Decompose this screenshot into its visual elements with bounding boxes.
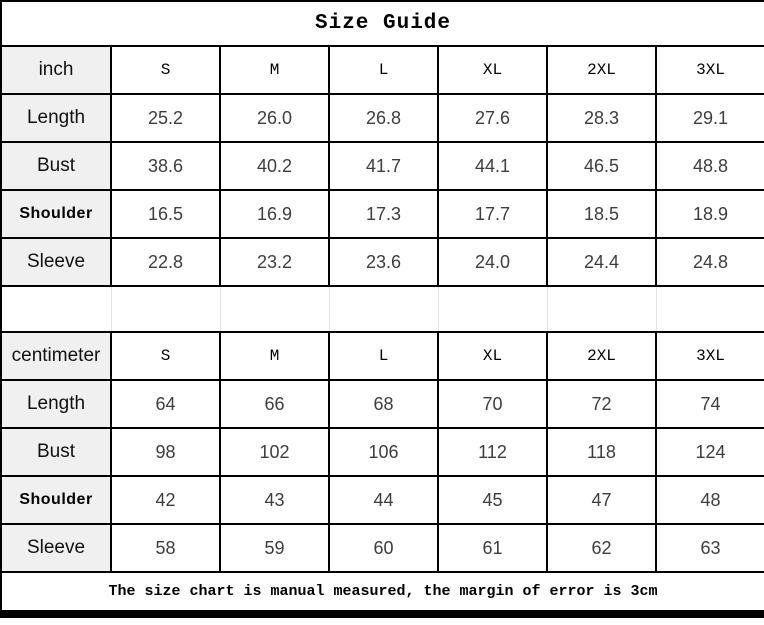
column-header-3xl: 3XL bbox=[655, 331, 764, 381]
unit-label-centimeter: centimeter bbox=[0, 331, 112, 381]
column-header-xl: XL bbox=[437, 331, 548, 381]
cell-value: 44.1 bbox=[437, 141, 548, 191]
cell-value: 62 bbox=[546, 523, 657, 573]
row-label-sleeve: Sleeve bbox=[0, 523, 112, 573]
table-row-sleeve-inch: Sleeve 22.8 23.2 23.6 24.0 24.4 24.8 bbox=[0, 237, 764, 287]
title-row: Size Guide bbox=[0, 0, 764, 47]
cell-value: 41.7 bbox=[328, 141, 439, 191]
column-header-s: S bbox=[110, 331, 221, 381]
cell-value: 58 bbox=[110, 523, 221, 573]
cell-value: 26.0 bbox=[219, 93, 330, 143]
column-header-l: L bbox=[328, 331, 439, 381]
cell-value: 17.7 bbox=[437, 189, 548, 239]
inch-header-row: inch S M L XL 2XL 3XL bbox=[0, 45, 764, 95]
unit-label-inch: inch bbox=[0, 45, 112, 95]
cell-value: 63 bbox=[655, 523, 764, 573]
footer-row: The size chart is manual measured, the m… bbox=[0, 571, 764, 615]
cell-value: 43 bbox=[219, 475, 330, 525]
cell-value: 72 bbox=[546, 379, 657, 429]
cell-value: 18.5 bbox=[546, 189, 657, 239]
cell-value: 23.6 bbox=[328, 237, 439, 287]
row-label-length: Length bbox=[0, 93, 112, 143]
cell-value: 29.1 bbox=[655, 93, 764, 143]
cell-value: 118 bbox=[546, 427, 657, 477]
cell-value: 106 bbox=[328, 427, 439, 477]
cell-value: 17.3 bbox=[328, 189, 439, 239]
cell-value: 16.9 bbox=[219, 189, 330, 239]
cell-value: 47 bbox=[546, 475, 657, 525]
cell-value: 68 bbox=[328, 379, 439, 429]
column-header-3xl: 3XL bbox=[655, 45, 764, 95]
cell-value: 46.5 bbox=[546, 141, 657, 191]
cell-value: 27.6 bbox=[437, 93, 548, 143]
cell-value: 25.2 bbox=[110, 93, 221, 143]
cell-value: 45 bbox=[437, 475, 548, 525]
cell-value: 66 bbox=[219, 379, 330, 429]
cell-value: 48.8 bbox=[655, 141, 764, 191]
table-row-bust-cm: Bust 98 102 106 112 118 124 bbox=[0, 427, 764, 477]
column-header-s: S bbox=[110, 45, 221, 95]
column-header-m: M bbox=[219, 45, 330, 95]
cell-value: 48 bbox=[655, 475, 764, 525]
cell-value: 24.4 bbox=[546, 237, 657, 287]
cell-value: 28.3 bbox=[546, 93, 657, 143]
cell-value: 22.8 bbox=[110, 237, 221, 287]
table-row-length-inch: Length 25.2 26.0 26.8 27.6 28.3 29.1 bbox=[0, 93, 764, 143]
column-header-2xl: 2XL bbox=[546, 45, 657, 95]
cell-value: 74 bbox=[655, 379, 764, 429]
table-row-bust-inch: Bust 38.6 40.2 41.7 44.1 46.5 48.8 bbox=[0, 141, 764, 191]
cell-value: 102 bbox=[219, 427, 330, 477]
table-row-shoulder-inch: Shoulder 16.5 16.9 17.3 17.7 18.5 18.9 bbox=[0, 189, 764, 239]
cell-value: 42 bbox=[110, 475, 221, 525]
row-label-shoulder: Shoulder bbox=[0, 189, 112, 239]
table-row-sleeve-cm: Sleeve 58 59 60 61 62 63 bbox=[0, 523, 764, 573]
cell-value: 124 bbox=[655, 427, 764, 477]
row-label-shoulder: Shoulder bbox=[0, 475, 112, 525]
cell-value: 64 bbox=[110, 379, 221, 429]
cell-value: 24.8 bbox=[655, 237, 764, 287]
column-header-xl: XL bbox=[437, 45, 548, 95]
table-row-shoulder-cm: Shoulder 42 43 44 45 47 48 bbox=[0, 475, 764, 525]
cell-value: 38.6 bbox=[110, 141, 221, 191]
cell-value: 16.5 bbox=[110, 189, 221, 239]
row-label-length: Length bbox=[0, 379, 112, 429]
column-header-l: L bbox=[328, 45, 439, 95]
cell-value: 40.2 bbox=[219, 141, 330, 191]
cell-value: 61 bbox=[437, 523, 548, 573]
spacer-row bbox=[0, 285, 764, 333]
cell-value: 70 bbox=[437, 379, 548, 429]
measurement-disclaimer: The size chart is manual measured, the m… bbox=[0, 571, 764, 615]
column-header-m: M bbox=[219, 331, 330, 381]
column-header-2xl: 2XL bbox=[546, 331, 657, 381]
cell-value: 44 bbox=[328, 475, 439, 525]
cell-value: 112 bbox=[437, 427, 548, 477]
cell-value: 26.8 bbox=[328, 93, 439, 143]
row-label-bust: Bust bbox=[0, 141, 112, 191]
centimeter-header-row: centimeter S M L XL 2XL 3XL bbox=[0, 331, 764, 381]
page-title: Size Guide bbox=[0, 0, 764, 47]
cell-value: 59 bbox=[219, 523, 330, 573]
table-row-length-cm: Length 64 66 68 70 72 74 bbox=[0, 379, 764, 429]
cell-value: 24.0 bbox=[437, 237, 548, 287]
row-label-sleeve: Sleeve bbox=[0, 237, 112, 287]
row-label-bust: Bust bbox=[0, 427, 112, 477]
cell-value: 60 bbox=[328, 523, 439, 573]
cell-value: 18.9 bbox=[655, 189, 764, 239]
cell-value: 98 bbox=[110, 427, 221, 477]
cell-value: 23.2 bbox=[219, 237, 330, 287]
